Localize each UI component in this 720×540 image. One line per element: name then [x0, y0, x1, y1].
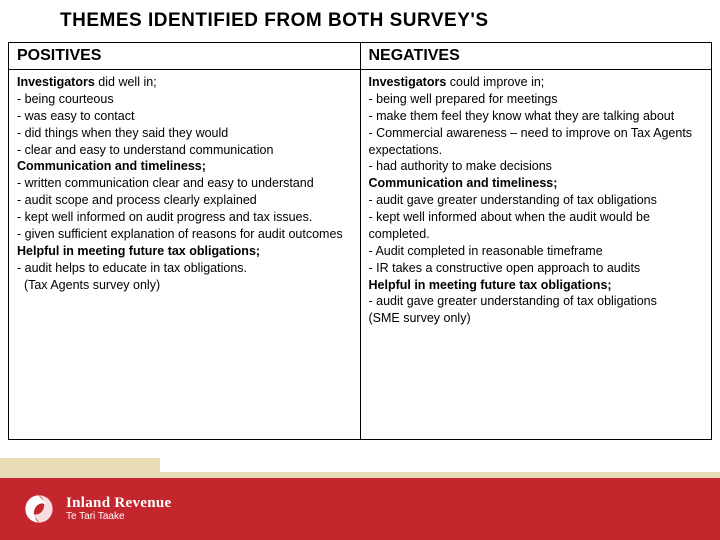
logo-text-block: Inland Revenue Te Tari Taake	[66, 496, 171, 523]
comparison-table: POSITIVES NEGATIVES Investigators did we…	[8, 42, 712, 440]
header-positives: POSITIVES	[9, 43, 361, 70]
header-negatives: NEGATIVES	[360, 43, 712, 70]
neg-b1-i3: - had authority to make decisions	[369, 159, 552, 173]
pos-block3-title: Helpful in meeting future tax obligation…	[17, 244, 260, 258]
pos-b1-i2: - did things when they said they would	[17, 126, 228, 140]
pos-b3-i1: (Tax Agents survey only)	[17, 278, 160, 292]
org-subtitle: Te Tari Taake	[66, 511, 171, 522]
neg-b2-i1: - kept well informed about when the audi…	[369, 210, 650, 241]
neg-block3-title: Helpful in meeting future tax obligation…	[369, 278, 612, 292]
ir-logo-icon	[22, 492, 56, 526]
pos-b1-i3: - clear and easy to understand communica…	[17, 143, 273, 157]
neg-b3-i0: - audit gave greater understanding of ta…	[369, 294, 657, 308]
org-name: Inland Revenue	[66, 496, 171, 512]
pos-b1-i0: - being courteous	[17, 92, 114, 106]
pos-b3-i0: - audit helps to educate in tax obligati…	[17, 261, 247, 275]
pos-block1-after: did well in;	[95, 75, 157, 89]
negatives-cell: Investigators could improve in; - being …	[360, 70, 712, 440]
pos-b2-i0: - written communication clear and easy t…	[17, 176, 314, 190]
pos-b1-i1: - was easy to contact	[17, 109, 134, 123]
neg-b2-i3: - IR takes a constructive open approach …	[369, 261, 641, 275]
neg-b1-i1: - make them feel they know what they are…	[369, 109, 675, 123]
comparison-table-wrap: POSITIVES NEGATIVES Investigators did we…	[0, 42, 720, 440]
neg-b3-i1: (SME survey only)	[369, 311, 471, 325]
neg-b1-i0: - being well prepared for meetings	[369, 92, 558, 106]
slide-title: THEMES IDENTIFIED FROM BOTH SURVEY'S	[0, 0, 720, 42]
neg-b1-i2: - Commercial awareness – need to improve…	[369, 126, 693, 157]
pos-b2-i3: - given sufficient explanation of reason…	[17, 227, 343, 241]
neg-block2-title: Communication and timeliness;	[369, 176, 558, 190]
neg-b2-i0: - audit gave greater understanding of ta…	[369, 193, 657, 207]
pos-block2-title: Communication and timeliness;	[17, 159, 206, 173]
neg-block1-after: could improve in;	[446, 75, 544, 89]
neg-b2-i2: - Audit completed in reasonable timefram…	[369, 244, 603, 258]
pos-block1-title: Investigators	[17, 75, 95, 89]
pos-b2-i1: - audit scope and process clearly explai…	[17, 193, 257, 207]
footer-bar: Inland Revenue Te Tari Taake	[0, 478, 720, 540]
footer-stripe-short	[0, 458, 160, 472]
neg-block1-title: Investigators	[369, 75, 447, 89]
positives-cell: Investigators did well in; - being court…	[9, 70, 361, 440]
pos-b2-i2: - kept well informed on audit progress a…	[17, 210, 312, 224]
